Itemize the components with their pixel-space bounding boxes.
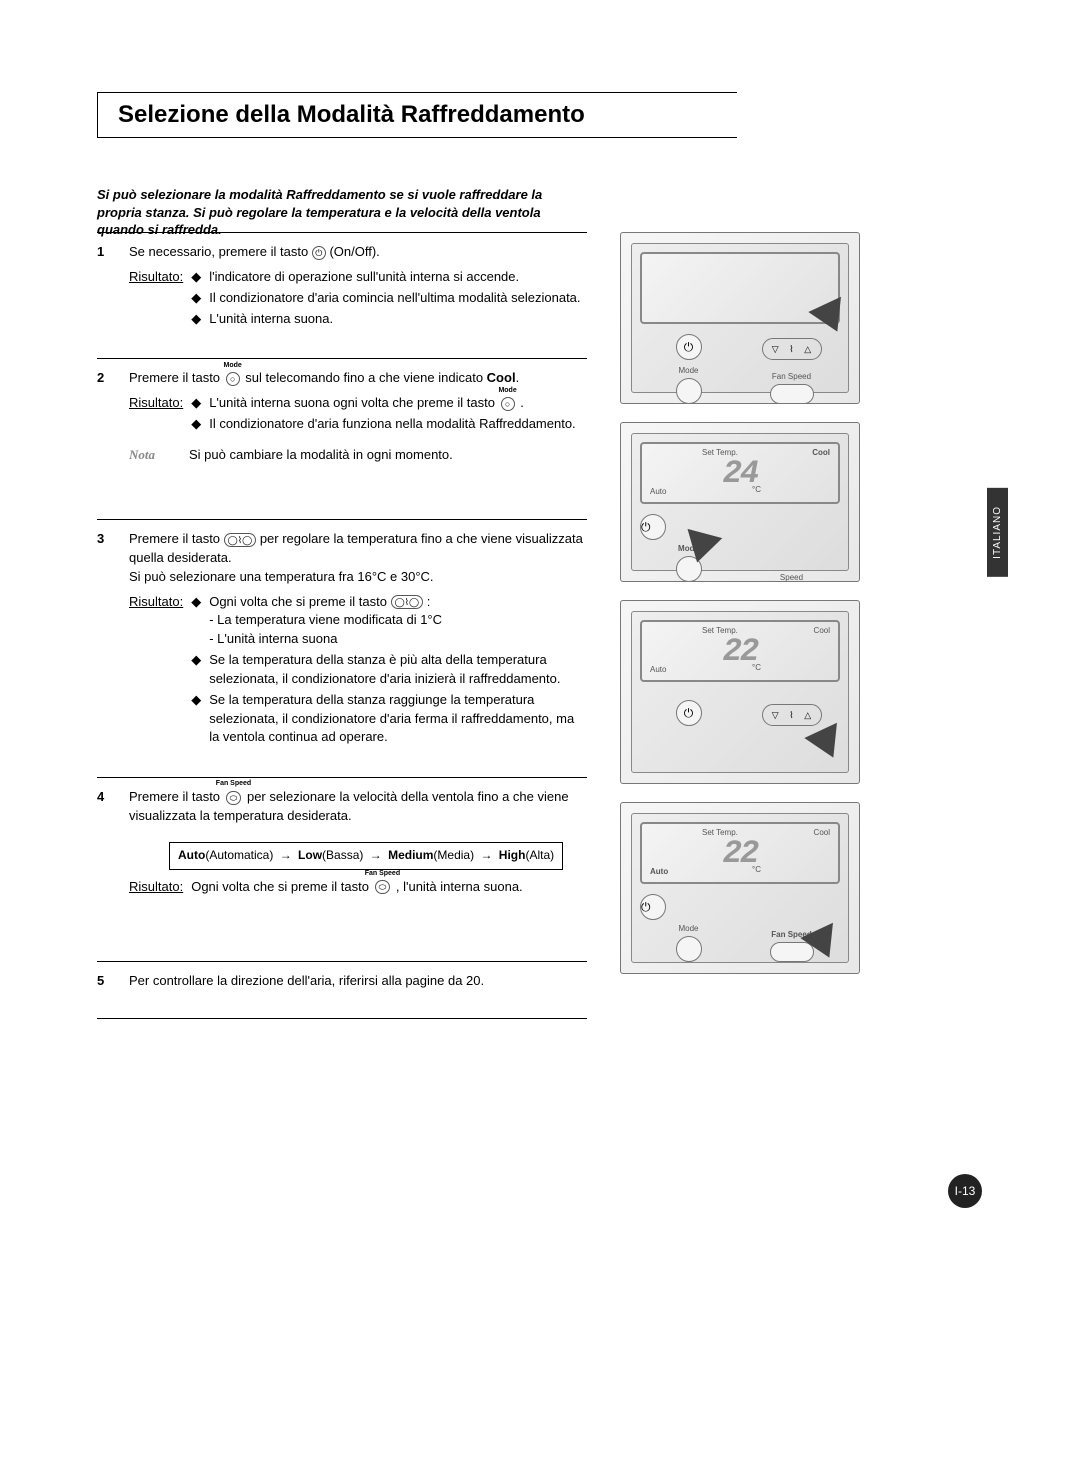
step-number: 5 [97, 972, 111, 991]
power-button-icon: ⏻ [676, 334, 702, 360]
sub-text: - La temperatura viene modificata di 1°C [209, 612, 442, 627]
step-text: Premere il tasto [129, 370, 224, 385]
step-text: Per controllare la direzione dell'aria, … [129, 972, 587, 991]
mode-label: Mode [640, 366, 737, 375]
step-text: Se necessario, premere il tasto [129, 244, 312, 259]
language-tab: ITALIANO [987, 488, 1008, 577]
bullet-text: L'unità interna suona. [209, 310, 333, 329]
step-text-after: (On/Off). [329, 244, 379, 259]
bullet-text: : [427, 594, 431, 609]
result-text: Ogni volta che si preme il tasto [191, 879, 372, 894]
nota-text: Si può cambiare la modalità in ogni mome… [189, 446, 453, 465]
fanspeed-button-icon: Fan Speed⬭ [226, 788, 242, 807]
unit-label: °C [752, 485, 761, 494]
figure-2: Set Temp. Cool Auto 24 °C ⏻ Mode Speed [620, 422, 860, 582]
unit-label: °C [752, 663, 761, 672]
auto-label: Auto [650, 487, 666, 496]
bullet-text: Il condizionatore d'aria comincia nell'u… [209, 289, 580, 308]
step-2: 2 Premere il tasto Mode○ sul telecomando… [97, 358, 587, 519]
bullet-icon: ◆ [191, 415, 201, 434]
step-3: 3 Premere il tasto ◯⌇◯ per regolare la t… [97, 519, 587, 777]
mode-label: Mode [640, 924, 737, 933]
step-4: 4 Premere il tasto Fan Speed⬭ per selezi… [97, 777, 587, 960]
step-text: sul telecomando fino a che viene indicat… [245, 370, 486, 385]
settemp-label: Set Temp. [702, 626, 738, 635]
figure-3: Set Temp. Cool Auto 22 °C ⏻ ▽⌇△ [620, 600, 860, 784]
bullet-icon: ◆ [191, 310, 201, 329]
temp-pill-icon: ▽⌇△ [762, 338, 822, 360]
figure-4: Set Temp. Cool Auto 22 °C ⏻ Mode Fan Spe… [620, 802, 860, 974]
intro-text: Si può selezionare la modalità Raffredda… [97, 186, 567, 239]
fanspeed-button-icon [770, 384, 814, 404]
sub-text: - L'unità interna suona [209, 631, 337, 646]
power-icon: ⏻ [312, 246, 326, 260]
cool-label: Cool [812, 448, 830, 457]
auto-label: Auto [650, 867, 668, 876]
bullet-text: L'unità interna suona ogni volta che pre… [209, 395, 498, 410]
bullet-icon: ◆ [191, 691, 201, 748]
speed-label: Speed [743, 573, 840, 582]
bullet-icon: ◆ [191, 651, 201, 689]
mode-button-icon: Mode○ [226, 370, 240, 389]
risultato-label: Risultato: [129, 268, 183, 331]
figure-1: ⏻ ▽⌇△ Mode Fan Speed [620, 232, 860, 404]
auto-label: Auto [650, 665, 666, 674]
bullet-text: Se la temperatura della stanza è più alt… [209, 651, 587, 689]
step-number: 2 [97, 369, 111, 465]
figures-column: ⏻ ▽⌇△ Mode Fan Speed Set Te [620, 232, 860, 992]
arrow-icon: → [370, 848, 382, 862]
bullet-icon: ◆ [191, 394, 201, 413]
unit-label: °C [752, 865, 761, 874]
temp-buttons-icon: ◯⌇◯ [391, 595, 424, 609]
result-text: , l'unità interna suona. [396, 879, 523, 894]
step-number: 3 [97, 530, 111, 749]
bullet-icon: ◆ [191, 593, 201, 650]
temp-buttons-icon: ◯⌇◯ [224, 533, 257, 547]
bullet-icon: ◆ [191, 289, 201, 308]
cool-label: Cool [814, 626, 830, 635]
step-text: Si può selezionare una temperatura fra 1… [129, 569, 434, 584]
cool-label: Cool [814, 828, 830, 837]
power-button-icon: ⏻ [640, 514, 666, 540]
page-title: Selezione della Modalità Raffreddamento [97, 92, 737, 138]
power-button-icon: ⏻ [640, 894, 666, 920]
steps-list: 1 Se necessario, premere il tasto ⏻ (On/… [97, 232, 587, 1019]
remote-screen: Set Temp. Cool Auto 22 °C [640, 822, 840, 884]
cool-label: Cool [487, 370, 516, 385]
risultato-label: Risultato: [129, 593, 183, 750]
speed-sequence-box: Auto(Automatica) → Low(Bassa) → Medium(M… [169, 842, 563, 869]
remote-screen: Set Temp. Cool Auto 24 °C [640, 442, 840, 504]
risultato-label: Risultato: [129, 878, 183, 897]
step-text: Premere il tasto [129, 531, 224, 546]
settemp-label: Set Temp. [702, 828, 738, 837]
temp-pill-icon: ▽⌇△ [762, 704, 822, 726]
bullet-text: Se la temperatura della stanza raggiunge… [209, 691, 587, 748]
settemp-label: Set Temp. [702, 448, 738, 457]
step-1: 1 Se necessario, premere il tasto ⏻ (On/… [97, 232, 587, 358]
fanspeed-button-icon: Fan Speed⬭ [375, 878, 391, 897]
fanspeed-label: Fan Speed [743, 372, 840, 381]
power-button-icon: ⏻ [676, 700, 702, 726]
bullet-text: l'indicatore di operazione sull'unità in… [209, 268, 519, 287]
step-body: Se necessario, premere il tasto ⏻ (On/Of… [129, 243, 587, 330]
nota-label: Nota [129, 446, 181, 465]
mode-button-icon [676, 378, 702, 404]
step-number: 1 [97, 243, 111, 330]
step-5: 5 Per controllare la direzione dell'aria… [97, 961, 587, 1020]
arrow-icon: → [480, 848, 492, 862]
mode-button-icon: Mode○ [501, 395, 515, 414]
arrow-icon: → [280, 848, 292, 862]
remote-screen: Set Temp. Cool Auto 22 °C [640, 620, 840, 682]
step-text: Premere il tasto [129, 789, 224, 804]
bullet-text: Il condizionatore d'aria funziona nella … [209, 415, 575, 434]
risultato-label: Risultato: [129, 394, 183, 436]
mode-button-icon [676, 936, 702, 962]
page-number: I-13 [948, 1174, 982, 1208]
step-number: 4 [97, 788, 111, 896]
bullet-text: Ogni volta che si preme il tasto [209, 594, 390, 609]
bullet-icon: ◆ [191, 268, 201, 287]
